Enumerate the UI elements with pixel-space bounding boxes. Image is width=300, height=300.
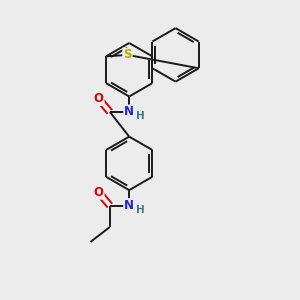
Text: O: O xyxy=(94,92,103,105)
Text: N: N xyxy=(124,106,134,118)
Text: O: O xyxy=(94,186,103,199)
Text: N: N xyxy=(124,199,134,212)
Text: H: H xyxy=(136,205,145,215)
Text: H: H xyxy=(136,111,145,122)
Text: S: S xyxy=(123,48,132,62)
